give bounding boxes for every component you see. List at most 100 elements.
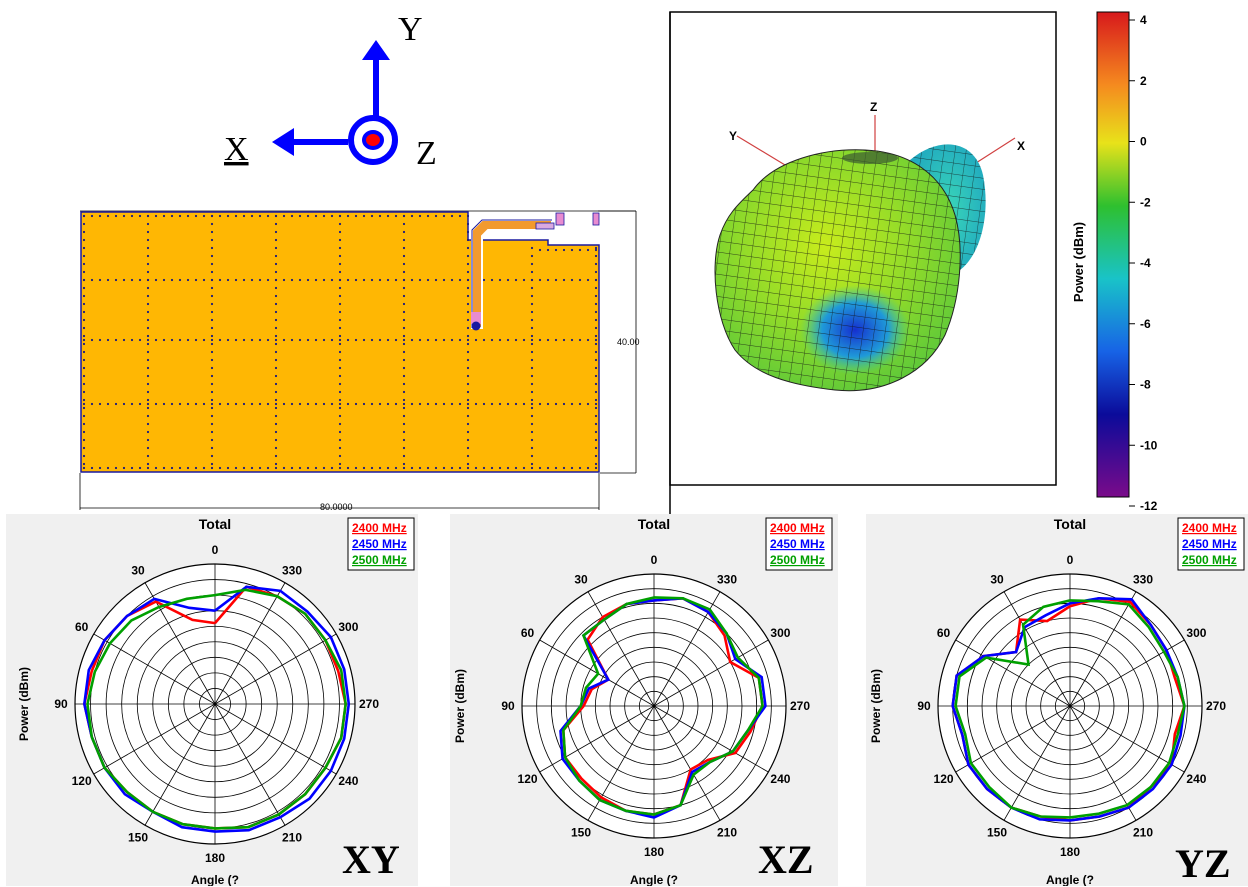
via — [378, 402, 382, 406]
polar-spoke — [214, 633, 337, 705]
via — [410, 338, 414, 342]
via — [506, 466, 510, 470]
via — [426, 214, 430, 218]
via — [210, 302, 214, 306]
via — [234, 338, 238, 342]
polar-angle-label: 90 — [501, 699, 515, 713]
polar-angle-label: 90 — [54, 697, 68, 711]
via — [402, 342, 406, 346]
via — [474, 338, 478, 342]
via — [362, 214, 366, 218]
via — [466, 422, 470, 426]
via — [186, 214, 190, 218]
polar-angle-label: 300 — [770, 626, 790, 640]
via — [338, 454, 342, 458]
via — [594, 338, 598, 342]
via — [106, 402, 110, 406]
via — [306, 214, 310, 218]
via — [130, 338, 134, 342]
via — [194, 214, 198, 218]
via — [82, 318, 86, 322]
yz-tag: YZ — [1175, 841, 1231, 886]
via — [114, 402, 118, 406]
via — [538, 402, 542, 406]
via — [266, 214, 270, 218]
via — [114, 338, 118, 342]
via — [442, 338, 446, 342]
via — [482, 402, 486, 406]
via — [530, 374, 534, 378]
via — [546, 466, 550, 470]
via — [594, 318, 598, 322]
via — [594, 326, 598, 330]
via — [594, 406, 598, 410]
via — [530, 390, 534, 394]
via — [154, 338, 158, 342]
via — [194, 402, 198, 406]
polar-spoke — [1069, 705, 1137, 821]
via — [274, 454, 278, 458]
polar-angle-label: 240 — [1186, 772, 1206, 786]
via — [458, 214, 462, 218]
polar-angle-label: 240 — [338, 774, 358, 788]
via — [466, 246, 470, 250]
via — [362, 466, 366, 470]
via — [530, 406, 534, 410]
via — [146, 438, 150, 442]
via — [338, 302, 342, 306]
polar-angle-label: 150 — [987, 825, 1007, 839]
via — [338, 398, 342, 402]
colorbar — [1096, 11, 1130, 498]
via — [402, 462, 406, 466]
series-line — [559, 597, 767, 819]
via — [226, 278, 230, 282]
via — [138, 466, 142, 470]
via — [522, 338, 526, 342]
via — [146, 286, 150, 290]
via — [354, 402, 358, 406]
via — [274, 278, 278, 282]
via — [530, 262, 534, 266]
via — [234, 466, 238, 470]
via — [106, 466, 110, 470]
pcb-layout-view: 40.00 80.0000 — [79, 210, 640, 512]
via — [522, 466, 526, 470]
via — [146, 430, 150, 434]
via — [466, 438, 470, 442]
via — [594, 454, 598, 458]
via — [282, 278, 286, 282]
via — [490, 466, 494, 470]
via — [242, 338, 246, 342]
chart-ylabel: Power (dBm) — [869, 669, 883, 743]
via — [146, 398, 150, 402]
via — [594, 246, 598, 250]
via — [162, 214, 166, 218]
via — [426, 278, 430, 282]
via — [402, 338, 406, 342]
via — [346, 402, 350, 406]
polar-spoke — [653, 705, 721, 821]
via — [258, 278, 262, 282]
via — [218, 278, 222, 282]
via — [322, 402, 326, 406]
via — [82, 246, 86, 250]
polar-angle-label: 120 — [518, 772, 538, 786]
via — [338, 270, 342, 274]
via — [594, 414, 598, 418]
via — [274, 358, 278, 362]
via — [402, 366, 406, 370]
via — [194, 278, 198, 282]
via — [466, 302, 470, 306]
via — [418, 338, 422, 342]
via — [210, 374, 214, 378]
polar-spoke — [1069, 639, 1185, 707]
via — [370, 466, 374, 470]
via — [506, 338, 510, 342]
via — [210, 278, 214, 282]
via — [146, 246, 150, 250]
via — [106, 278, 110, 282]
via — [386, 466, 390, 470]
via — [122, 402, 126, 406]
via — [554, 338, 558, 342]
via — [546, 338, 550, 342]
